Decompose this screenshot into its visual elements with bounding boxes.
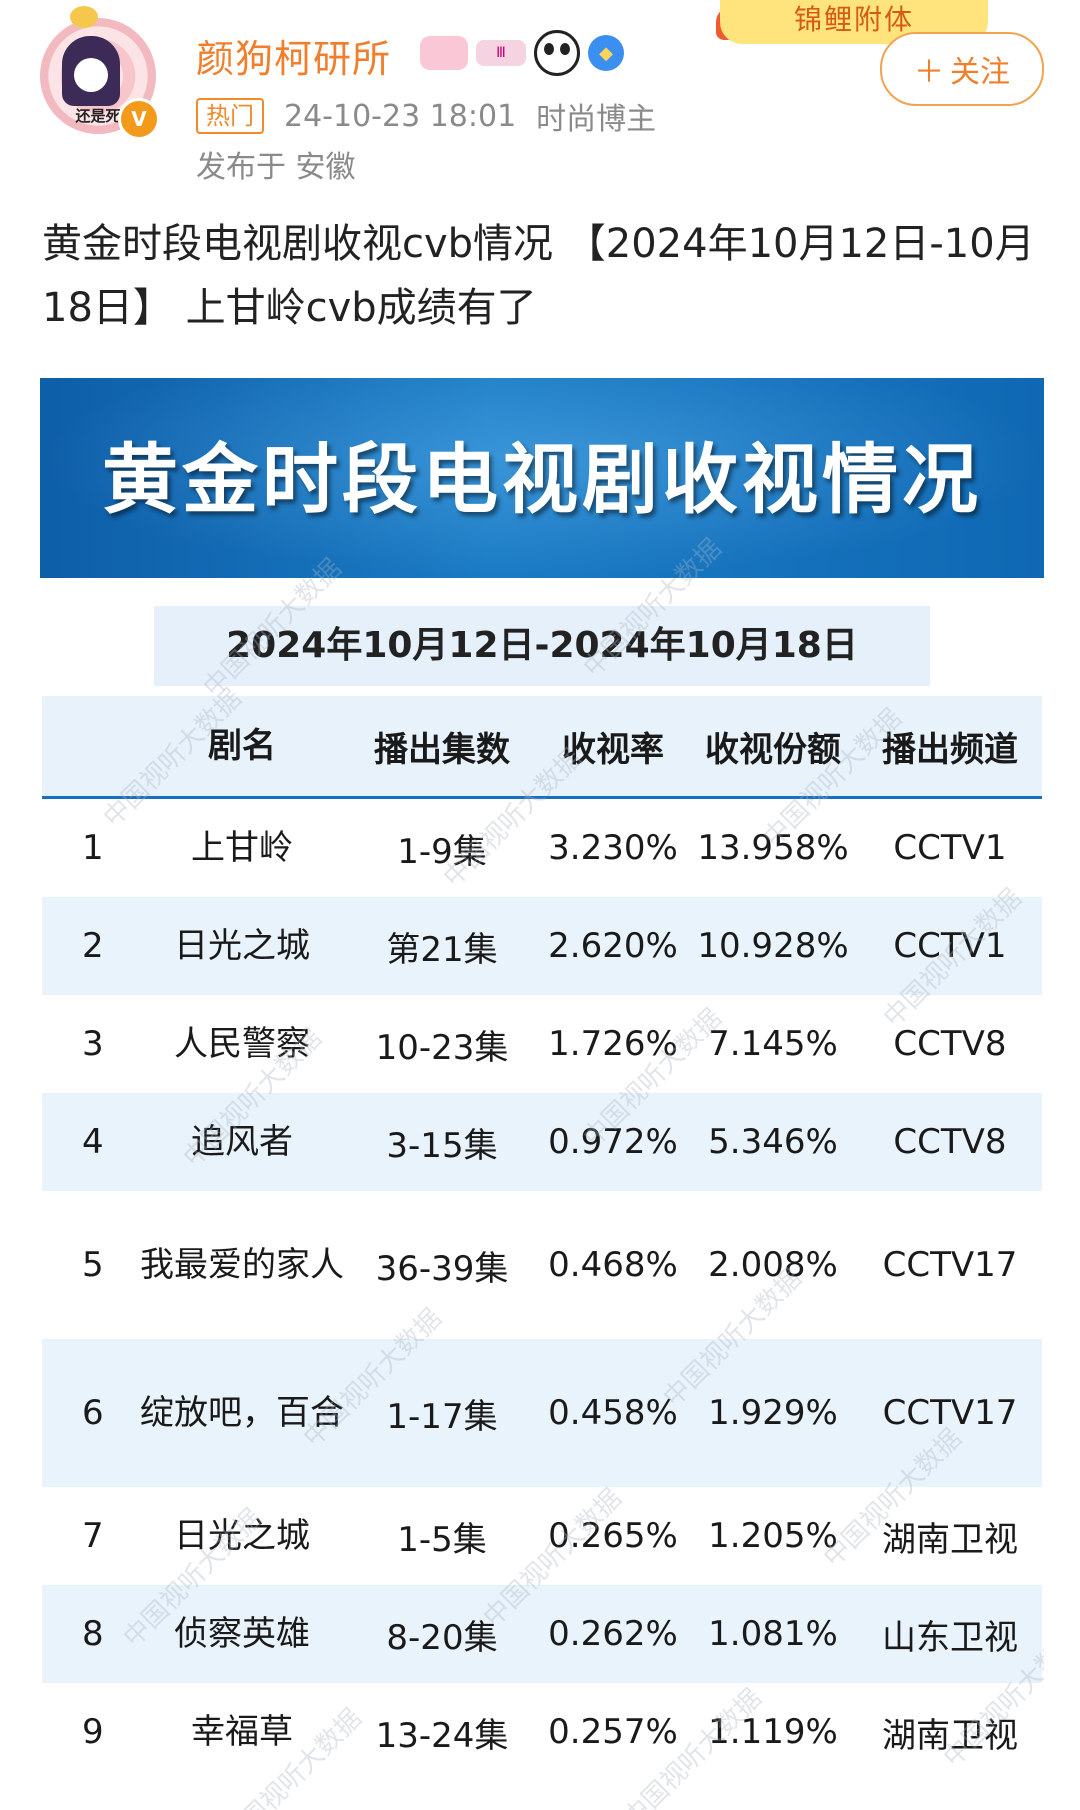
hot-tag[interactable]: 热门 — [196, 98, 264, 134]
channel-cell: CCTV1 — [893, 926, 1007, 966]
ratings-table: 剧名 播出集数 收视率 收视份额 播出频道 1 上甘岭 1-9集 3.230% 13.9… — [42, 696, 1042, 1781]
plus-icon: ＋ — [914, 55, 944, 90]
episodes-cell: 8-20集 — [386, 1617, 498, 1658]
episodes-cell: 10-23集 — [375, 1027, 509, 1068]
rating-cell: 1.726% — [548, 1024, 678, 1064]
share-cell: 1.929% — [708, 1393, 838, 1433]
table-row: 5 我最爱的家人 36-39集 0.468% 2.008% CCTV17 — [42, 1191, 1042, 1339]
table-row: 3 人民警察 10-23集 1.726% 7.145% CCTV8 — [42, 995, 1042, 1093]
episodes-cell: 13-24集 — [375, 1715, 509, 1756]
channel-cell: 湖南卫视 — [882, 1715, 1018, 1756]
channel-cell: CCTV8 — [893, 1024, 1007, 1064]
episodes-cell: 36-39集 — [375, 1248, 509, 1289]
rank-cell: 9 — [82, 1712, 104, 1752]
share-cell: 10.928% — [697, 926, 849, 966]
user-badges: Ⅲ ◆ — [420, 30, 624, 76]
column-header: 播出集数 — [374, 729, 510, 770]
share-cell: 5.346% — [708, 1122, 838, 1162]
share-cell: 7.145% — [708, 1024, 838, 1064]
drama-name-cell: 日光之城 — [174, 926, 310, 966]
share-cell: 1.081% — [708, 1614, 838, 1654]
channel-cell: 湖南卫视 — [882, 1519, 1018, 1560]
rank-cell: 8 — [82, 1614, 104, 1654]
rank-cell: 2 — [82, 926, 104, 966]
rating-cell: 3.230% — [548, 828, 678, 868]
post-timestamp: 24-10-23 18:01 — [284, 98, 517, 134]
follow-button[interactable]: ＋ 关注 — [880, 32, 1044, 106]
channel-cell: CCTV17 — [882, 1393, 1018, 1433]
drama-name-cell: 侦察英雄 — [174, 1614, 310, 1654]
drama-name-cell: 人民警察 — [174, 1024, 310, 1064]
drama-name-cell: 日光之城 — [174, 1516, 310, 1556]
column-header: 剧名 — [208, 726, 276, 766]
table-row: 4 追风者 3-15集 0.972% 5.346% CCTV8 — [42, 1093, 1042, 1191]
share-cell: 1.119% — [708, 1712, 838, 1752]
rank-cell: 5 — [82, 1245, 104, 1285]
drama-name-cell: 幸福草 — [191, 1712, 293, 1752]
panda-badge-icon[interactable] — [534, 30, 580, 76]
table-row: 6 绽放吧，百合 1-17集 0.458% 1.929% CCTV17 — [42, 1339, 1042, 1487]
episodes-cell: 1-9集 — [397, 831, 487, 872]
episodes-cell: 1-5集 — [397, 1519, 487, 1560]
episodes-cell: 第21集 — [386, 929, 498, 970]
rank-cell: 4 — [82, 1122, 104, 1162]
episodes-cell: 3-15集 — [386, 1125, 498, 1166]
avatar-decoration-icon — [70, 6, 98, 28]
channel-cell: CCTV1 — [893, 828, 1007, 868]
rank-cell: 7 — [82, 1516, 104, 1556]
column-header: 收视率 — [562, 729, 664, 770]
rating-cell: 0.972% — [548, 1122, 678, 1162]
column-header: 收视份额 — [705, 729, 841, 770]
table-row: 9 幸福草 13-24集 0.257% 1.119% 湖南卫视 — [42, 1683, 1042, 1781]
column-header: 播出频道 — [882, 729, 1018, 770]
rating-cell: 0.468% — [548, 1245, 678, 1285]
date-range: 2024年10月12日-2024年10月18日 — [154, 606, 930, 686]
channel-cell: CCTV8 — [893, 1122, 1007, 1162]
share-cell: 2.008% — [708, 1245, 838, 1285]
table-row: 2 日光之城 第21集 2.620% 10.928% CCTV1 — [42, 897, 1042, 995]
rating-cell: 0.265% — [548, 1516, 678, 1556]
author-type: 时尚博主 — [536, 102, 657, 137]
shield-badge-icon[interactable]: ◆ — [588, 35, 624, 71]
username[interactable]: 颜狗柯研所 — [196, 37, 392, 81]
rating-cell: 0.262% — [548, 1614, 678, 1654]
share-cell: 1.205% — [708, 1516, 838, 1556]
ratings-infographic[interactable]: 黄金时段电视剧收视情况 2024年10月12日-2024年10月18日 剧名 播… — [40, 378, 1044, 1810]
rating-cell: 0.458% — [548, 1393, 678, 1433]
drama-name-cell: 上甘岭 — [191, 828, 293, 868]
avatar[interactable]: 还是死 — [40, 18, 156, 134]
channel-cell: CCTV17 — [882, 1245, 1018, 1285]
avatar-caption: 还是死 — [75, 107, 121, 125]
avatar-face — [74, 58, 108, 92]
episodes-cell: 1-17集 — [386, 1396, 498, 1437]
table-body: 1 上甘岭 1-9集 3.230% 13.958% CCTV1 2 日光之城 第21集 2.620… — [42, 799, 1042, 1781]
drama-name-cell: 追风者 — [191, 1122, 293, 1162]
table-row: 8 侦察英雄 8-20集 0.262% 1.081% 山东卫视 — [42, 1585, 1042, 1683]
drama-name-cell: 绽放吧，百合 — [140, 1393, 344, 1433]
post-meta: 热门 24-10-23 18:01 时尚博主 — [196, 94, 656, 138]
rank-cell: 1 — [82, 828, 104, 868]
post-text: 黄金时段电视剧收视cvb情况 【2024年10月12日-10月18日】 上甘岭c… — [42, 221, 1035, 331]
drama-name-cell: 我最爱的家人 — [140, 1245, 344, 1285]
table-row: 1 上甘岭 1-9集 3.230% 13.958% CCTV1 — [42, 799, 1042, 897]
rank-cell: 3 — [82, 1024, 104, 1064]
table-header: 剧名 播出集数 收视率 收视份额 播出频道 — [42, 696, 1042, 799]
channel-cell: 山东卫视 — [882, 1617, 1018, 1658]
rank-cell: 6 — [82, 1393, 104, 1433]
level-badge-icon[interactable] — [420, 36, 468, 70]
rating-cell: 2.620% — [548, 926, 678, 966]
follow-label: 关注 — [950, 55, 1010, 90]
verified-icon: V — [118, 98, 160, 140]
rating-cell: 0.257% — [548, 1712, 678, 1752]
post-location: 发布于 安徽 — [196, 150, 356, 185]
infographic-title: 黄金时段电视剧收视情况 — [102, 435, 982, 524]
table-row: 7 日光之城 1-5集 0.265% 1.205% 湖南卫视 — [42, 1487, 1042, 1585]
infographic-header: 黄金时段电视剧收视情况 — [40, 378, 1044, 578]
share-cell: 13.958% — [697, 828, 849, 868]
rank-badge-icon[interactable]: Ⅲ — [476, 40, 526, 66]
